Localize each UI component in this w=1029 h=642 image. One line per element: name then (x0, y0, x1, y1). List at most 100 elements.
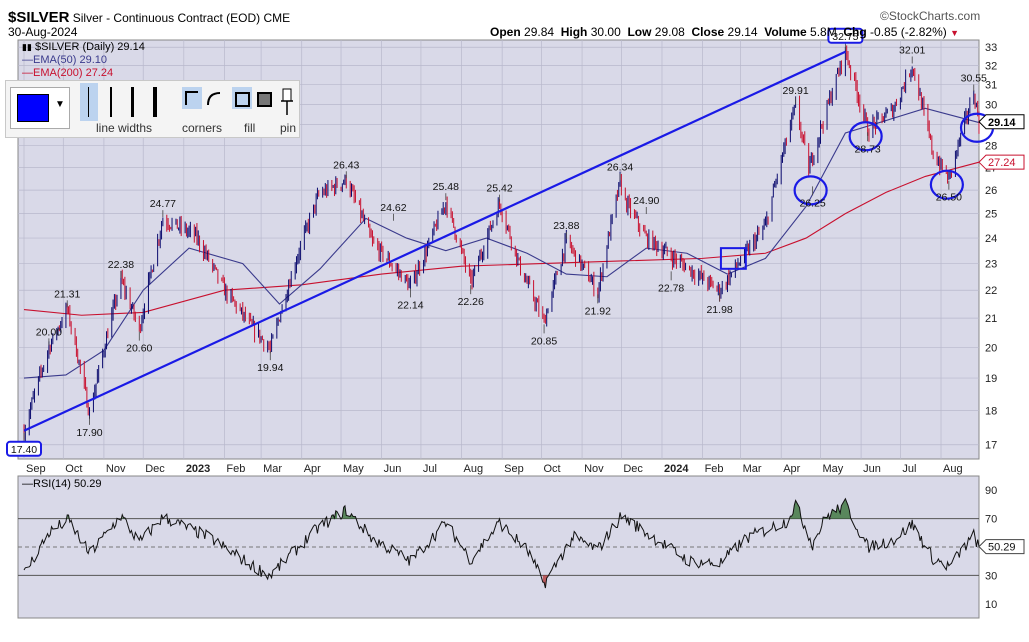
close-value: 29.14 (727, 25, 758, 39)
volume-value: 5.8M (810, 25, 837, 39)
fill-solid-button[interactable] (254, 87, 274, 109)
low-value: 29.08 (654, 25, 685, 39)
down-arrow-icon: ▼ (950, 28, 960, 38)
trendline-annotation (23, 50, 846, 432)
price-label: 20.60 (126, 343, 152, 355)
x-tick-label: Oct (65, 463, 82, 475)
y-tick-label: 28 (985, 141, 997, 153)
y-tick-label: 17 (985, 440, 997, 452)
dropdown-arrow-icon: ▼ (55, 99, 65, 110)
price-label: 32.75 (832, 31, 858, 43)
rsi-zone-fill (830, 498, 851, 519)
box-annotation (719, 247, 747, 270)
ema200-legend-icon: — (22, 67, 33, 79)
high-value: 30.00 (590, 25, 621, 39)
chg-value: -0.85 (-2.82%) (870, 25, 947, 39)
corner-round-button[interactable] (204, 87, 224, 109)
pin-label: pin (280, 121, 297, 135)
open-label: Open (490, 25, 521, 39)
color-swatch (17, 94, 49, 122)
ema200-line (23, 161, 980, 316)
x-tick-label: Dec (145, 463, 165, 475)
rsi-panel: 103050709050.29 (17, 475, 1025, 619)
annotation-toolbar: ▼ line widths corners fill pin (5, 80, 300, 138)
x-tick-label: Feb (705, 463, 724, 475)
rsi-last-value-tag: 50.29 (988, 542, 1016, 554)
line-width-2-button[interactable] (102, 83, 120, 121)
y-tick-label: 25 (985, 209, 997, 221)
line-width-1-button[interactable] (80, 83, 98, 121)
rsi-y-tick-label: 30 (985, 570, 997, 582)
last-value-tag-bg (978, 154, 1025, 170)
line-widths-group (74, 83, 178, 121)
x-tick-label: Dec (623, 463, 643, 475)
high-label: High (560, 25, 588, 39)
line-width-3-button[interactable] (124, 83, 142, 121)
price-label: 28.73 (855, 143, 881, 155)
circle-annotation (929, 169, 964, 200)
price-label: 25.48 (433, 181, 459, 193)
y-tick-label: 22 (985, 285, 997, 297)
y-tick-label: 24 (985, 233, 997, 245)
chart-date: 30-Aug-2024 (8, 25, 78, 39)
candle-legend-icon: ▮▮ (22, 42, 32, 52)
price-label: 30.55 (961, 72, 987, 84)
last-value-tag: 27.24 (988, 157, 1016, 169)
x-tick-label: Apr (304, 463, 321, 475)
price-label: 25.42 (486, 183, 512, 195)
y-tick-label: 33 (985, 42, 997, 54)
price-label: 24.77 (150, 198, 176, 210)
fill-label: fill (244, 121, 256, 135)
color-picker-button[interactable]: ▼ (10, 87, 70, 129)
exchange: CME (263, 11, 291, 25)
price-label: 17.90 (76, 427, 102, 439)
x-tick-label: 2023 (186, 463, 210, 475)
legend-ema200: —EMA(200) 27.24 (22, 67, 113, 79)
instrument-name: Silver - Continuous Contract (EOD) (72, 11, 261, 25)
legend-rsi: —RSI(14) 50.29 (22, 478, 101, 490)
price-label: 23.88 (553, 220, 579, 232)
price-label: 17.40 (11, 444, 37, 456)
price-label: 20.85 (531, 335, 557, 347)
x-tick-label: Nov (106, 463, 126, 475)
ohlc-summary: Open 29.84 High 30.00 Low 29.08 Close 29… (490, 25, 959, 39)
x-tick-label: May (822, 463, 843, 475)
x-tick-label: May (343, 463, 364, 475)
low-label: Low (627, 25, 652, 39)
legend-ema50-label: EMA(50) 29.10 (33, 54, 107, 66)
pin-icon (281, 88, 293, 115)
y-tick-label: 31 (985, 80, 997, 92)
y-tick-label: 18 (985, 405, 997, 417)
price-label: 22.14 (397, 299, 423, 311)
fill-none-button[interactable] (232, 87, 252, 109)
price-label: 22.38 (108, 259, 134, 271)
circle-annotation (793, 175, 828, 206)
square-corner-icon (185, 91, 198, 105)
rsi-y-tick-label: 70 (985, 514, 997, 526)
x-tick-label: Jul (423, 463, 437, 475)
y-tick-label: 19 (985, 373, 997, 385)
x-tick-label: Feb (226, 463, 245, 475)
rsi-line (23, 497, 980, 589)
empty-box-icon (235, 92, 250, 107)
rsi-y-tick-label: 10 (985, 599, 997, 611)
x-tick-label: Aug (464, 463, 484, 475)
pin-button[interactable] (278, 87, 296, 117)
rsi-zone-fill (122, 514, 125, 519)
open-value: 29.84 (524, 25, 555, 39)
price-label: 19.94 (257, 362, 283, 374)
price-label: 26.25 (799, 197, 825, 209)
price-label: 26.50 (936, 192, 962, 204)
price-label: 32.01 (899, 44, 925, 56)
y-tick-label: 21 (985, 313, 997, 325)
legend-ema50: —EMA(50) 29.10 (22, 54, 107, 66)
line-width-4-button[interactable] (146, 83, 164, 121)
x-tick-label: Jun (384, 463, 402, 475)
corner-square-button[interactable] (182, 87, 202, 109)
last-value-tag: 29.14 (988, 117, 1016, 129)
price-label: 20.00 (36, 326, 62, 338)
y-tick-label: 23 (985, 259, 997, 271)
x-tick-label: Jul (902, 463, 916, 475)
price-label: 22.26 (458, 296, 484, 308)
